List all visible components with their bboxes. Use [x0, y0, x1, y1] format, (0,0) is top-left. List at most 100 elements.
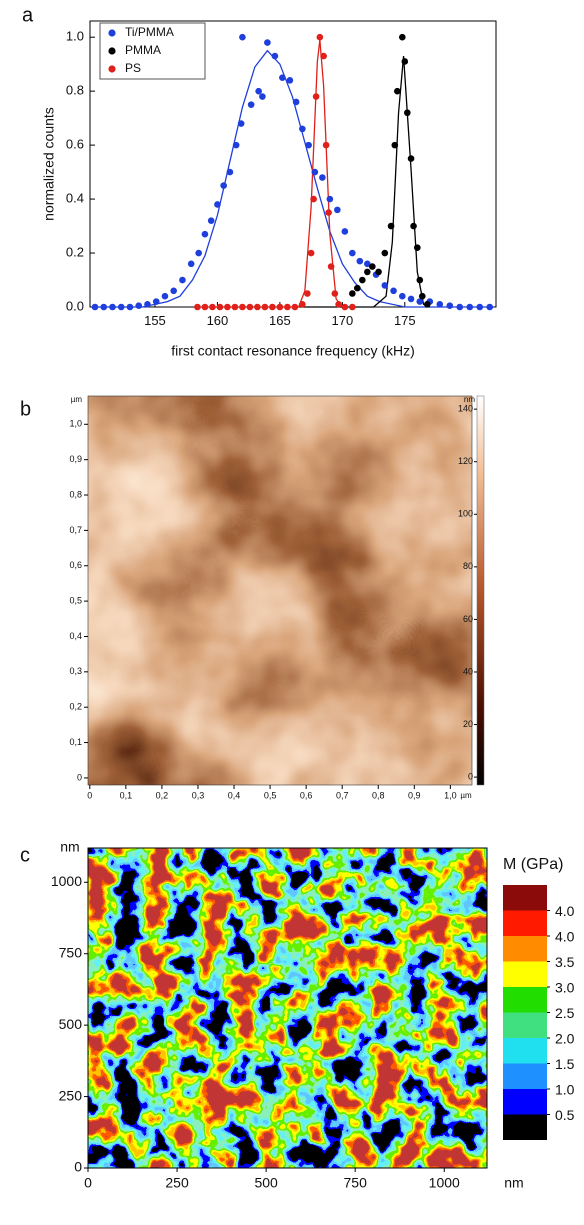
- data-point: [152, 298, 160, 305]
- data-point: [334, 206, 341, 214]
- data-point: [195, 249, 202, 257]
- data-point: [226, 168, 234, 176]
- data-point: [232, 141, 240, 149]
- y-tick-label: 1000: [51, 873, 82, 889]
- data-point: [456, 303, 464, 311]
- data-point: [310, 195, 317, 203]
- legend-label: 4.0: [555, 929, 575, 945]
- y-unit: nm: [60, 839, 79, 855]
- modulus-map: [88, 848, 487, 1168]
- data-point: [239, 33, 246, 41]
- data-point: [144, 301, 151, 308]
- data-point: [418, 292, 426, 300]
- colorbar-tick-label: 60: [463, 614, 473, 624]
- y-tick-label: 0,3: [69, 666, 82, 676]
- data-point: [255, 87, 262, 95]
- data-point: [364, 260, 371, 268]
- data-point: [390, 287, 397, 295]
- data-point: [269, 303, 276, 311]
- data-point: [364, 268, 371, 276]
- y-tick-label: 0.4: [66, 191, 84, 206]
- data-point: [316, 33, 324, 41]
- colorbar-tick-label: 80: [463, 561, 473, 571]
- data-point: [486, 303, 494, 311]
- y-tick-label: 0,5: [69, 595, 82, 605]
- data-point: [401, 58, 409, 65]
- y-tick-label: 0: [77, 772, 82, 782]
- y-tick-label: 0,7: [69, 525, 82, 535]
- data-point: [109, 303, 116, 311]
- x-tick-label: 165: [269, 313, 291, 328]
- data-point: [231, 303, 239, 311]
- x-tick-label: 170: [331, 313, 353, 328]
- data-point: [394, 87, 401, 95]
- legend-label: 1.5: [555, 1056, 575, 1072]
- x-tick-label: 0,3: [192, 790, 205, 800]
- data-point: [161, 292, 169, 300]
- data-point: [349, 249, 356, 257]
- data-point: [207, 217, 215, 224]
- legend-label: 3.0: [555, 980, 575, 996]
- legend-marker: [108, 29, 116, 37]
- legend-box: [99, 22, 206, 80]
- data-point: [436, 301, 444, 308]
- data-point: [307, 249, 315, 257]
- data-point: [286, 77, 294, 84]
- data-point: [341, 228, 349, 235]
- data-point: [399, 292, 406, 300]
- x-tick-label: 0,8: [372, 790, 385, 800]
- legend-label: 4.0: [555, 903, 575, 919]
- y-tick-label: 1.0: [66, 29, 84, 44]
- data-point: [291, 303, 299, 311]
- data-point: [216, 303, 224, 311]
- data-point: [259, 93, 266, 100]
- data-point: [404, 109, 411, 117]
- data-point: [446, 302, 454, 309]
- data-point: [179, 276, 186, 284]
- x-tick-label: 0,5: [264, 790, 277, 800]
- colorbar: [476, 395, 485, 786]
- data-point: [264, 39, 271, 46]
- data-point: [416, 276, 424, 284]
- plot-frame: [87, 395, 473, 786]
- legend-swatch: [503, 1063, 547, 1089]
- data-point: [359, 276, 366, 284]
- x-axis-title: first contact resonance frequency (kHz): [171, 343, 415, 359]
- legend-swatch: [503, 1114, 547, 1140]
- data-point: [170, 287, 177, 295]
- data-point: [100, 303, 108, 311]
- y-unit: µm: [71, 395, 83, 404]
- data-point: [220, 182, 227, 189]
- y-tick-label: 0.2: [66, 244, 84, 259]
- y-tick-label: 500: [59, 1016, 83, 1032]
- legend-label: 2.5: [555, 1005, 575, 1021]
- data-point: [369, 263, 376, 270]
- fit-line: [299, 56, 431, 308]
- data-point: [224, 303, 231, 311]
- height-map: [88, 396, 472, 785]
- data-point: [126, 303, 134, 311]
- data-point: [214, 201, 221, 208]
- legend-label: 0.5: [555, 1107, 575, 1123]
- x-tick-label: 0,2: [156, 790, 169, 800]
- data-point: [413, 244, 421, 251]
- legend-marker: [108, 47, 116, 55]
- data-point: [354, 284, 361, 292]
- fit-line: [197, 39, 343, 308]
- data-point: [325, 209, 332, 216]
- x-tick-label: 0: [87, 790, 92, 800]
- y-tick-label: 0.8: [66, 83, 84, 98]
- data-point: [326, 195, 334, 203]
- data-point: [416, 298, 424, 305]
- data-point: [194, 303, 201, 311]
- x-tick-label: 1000: [429, 1174, 460, 1190]
- x-tick-label: 250: [165, 1174, 189, 1190]
- x-tick-label: 160: [207, 313, 229, 328]
- data-point: [375, 268, 382, 276]
- y-axis-title: normalized counts: [41, 107, 57, 221]
- data-point: [246, 303, 254, 311]
- data-point: [311, 168, 319, 176]
- x-tick-label: 155: [144, 313, 166, 328]
- panel-label: b: [20, 398, 31, 420]
- legend-marker: [108, 65, 116, 73]
